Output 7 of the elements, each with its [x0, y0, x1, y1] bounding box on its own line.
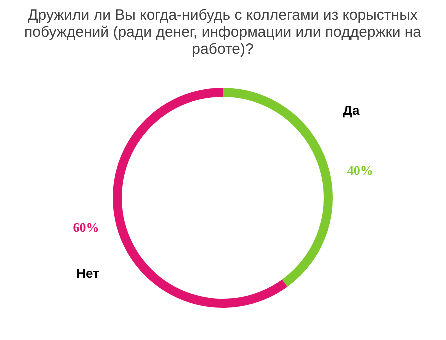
chart-title: Дружили ли Вы когда-нибудь с коллегами из корыстных побуждений (ради денег, информации или поддержки на работе)? — [24, 7, 422, 58]
data-label: 40% — [347, 162, 374, 178]
data-label: 60% — [73, 220, 100, 235]
donut-slice — [113, 88, 288, 308]
slice-label: Да — [343, 103, 360, 118]
slice-label: Нет — [76, 266, 100, 282]
donut-slice — [223, 88, 333, 287]
